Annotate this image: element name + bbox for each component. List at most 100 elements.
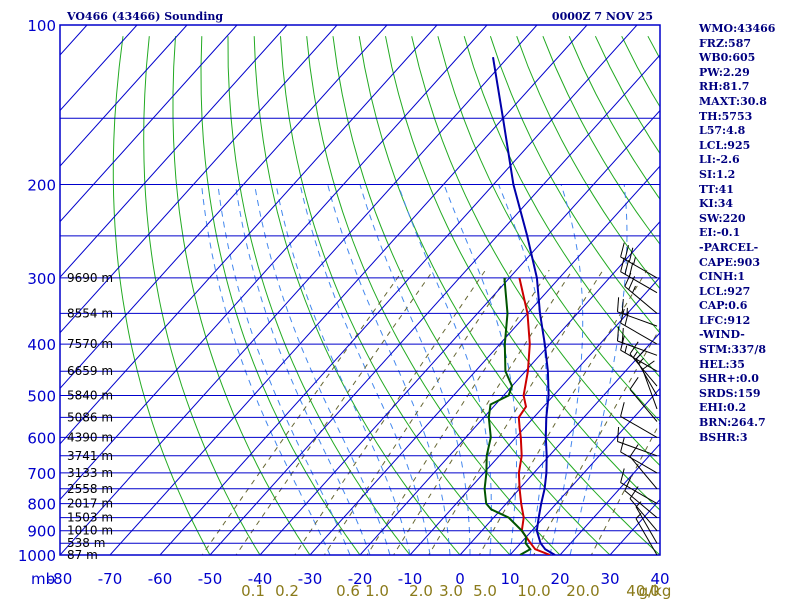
- index-item: BRN:264.7: [699, 416, 766, 430]
- moist-adiabats: [201, 184, 628, 555]
- pressure-unit-label: mb: [31, 570, 55, 588]
- wind-barb-flag: [617, 297, 620, 312]
- height-label: 4390 m: [67, 430, 113, 444]
- index-item: TT:41: [699, 182, 734, 196]
- index-item: LCL:927: [699, 284, 751, 298]
- index-item: STM:337/8: [699, 343, 766, 357]
- plot-background: [60, 25, 660, 555]
- wind-barb-half: [624, 345, 628, 353]
- pressure-axis: 100 200 300 400 500 600 700 800 900 1000 mb: [18, 17, 56, 588]
- index-item: SI:1.2: [699, 167, 736, 181]
- plot-area: [60, 25, 660, 555]
- temperature-tick-label: -80: [48, 570, 73, 588]
- index-item: LCL:925: [699, 138, 751, 152]
- wind-barb: [624, 286, 658, 314]
- moist-adiabat: [254, 184, 391, 555]
- index-item: HEL:35: [699, 357, 745, 371]
- wind-barb: [617, 441, 658, 457]
- index-item: FRZ:587: [699, 36, 752, 50]
- dry-adiabat: [358, 36, 660, 555]
- height-label: 7570 m: [67, 337, 113, 351]
- moist-adiabat: [327, 184, 451, 555]
- wind-barb-flag: [617, 326, 620, 342]
- mixing-ratio-label: g/kg: [639, 582, 672, 600]
- pressure-tick-label: 500: [27, 388, 56, 406]
- valid-time: 0000Z 7 NOV 25: [552, 10, 653, 23]
- pressure-tick-label: 600: [27, 429, 56, 447]
- temperature-tick-label: -70: [98, 570, 123, 588]
- wind-barb-flag: [620, 437, 625, 453]
- dry-adiabat: [227, 36, 411, 555]
- isotherm: [60, 25, 488, 501]
- index-item: CINH:1: [699, 270, 746, 284]
- isotherm: [60, 25, 388, 390]
- pressure-tick-label: 400: [27, 336, 56, 354]
- wind-barb: [620, 271, 658, 294]
- wind-barb: [635, 518, 658, 556]
- wind-barb-flag: [624, 259, 629, 275]
- wind-barb: [617, 311, 658, 327]
- isotherm: [60, 25, 238, 223]
- index-item: WB0:605: [699, 51, 756, 65]
- wind-barb: [620, 256, 658, 279]
- temperature-tick-label: -40: [248, 570, 273, 588]
- temperature-tick-label: 40: [650, 570, 669, 588]
- temperature-tick-label: -20: [348, 570, 373, 588]
- dry-adiabat: [172, 36, 311, 555]
- wind-barb-flag: [621, 298, 624, 314]
- mixing-ratio-label: 1.0: [365, 582, 389, 600]
- index-item: WMO:43466: [699, 22, 776, 35]
- isotherm: [60, 25, 188, 167]
- height-label: 6659 m: [67, 364, 113, 378]
- mixing-ratio-label: 5.0: [473, 582, 497, 600]
- height-label: 8554 m: [67, 306, 113, 320]
- wind-barb-half: [633, 257, 636, 265]
- wind-barb-flag: [624, 272, 632, 287]
- mixing-ratio-label: 2.0: [409, 582, 433, 600]
- mixing-ratio-line: [323, 269, 513, 555]
- height-labels: 9690 m 8554 m 7570 m 6659 m 5840 m 5086 m 4390…: [67, 271, 113, 562]
- index-item: CAP:0.6: [699, 299, 748, 313]
- wind-barb: [620, 322, 658, 345]
- isotherm: [209, 54, 660, 555]
- pressure-tick-label: 200: [27, 177, 56, 195]
- isotherm: [60, 25, 438, 445]
- mixing-ratio-label: 0.2: [275, 582, 299, 600]
- isotherm: [409, 276, 660, 555]
- index-item: TH:5753: [699, 109, 753, 123]
- index-item: -WIND-: [699, 328, 745, 342]
- wind-barb-half: [638, 357, 644, 364]
- wind-barb-flag: [642, 360, 655, 370]
- temperature-tick-label: -50: [198, 570, 223, 588]
- wind-barb-flag: [620, 242, 625, 258]
- wind-barb-flag: [620, 308, 625, 324]
- dry-adiabat: [280, 36, 511, 555]
- wind-barb-flag: [624, 477, 632, 491]
- height-label: 3741 m: [67, 449, 113, 463]
- wind-barb: [620, 349, 658, 372]
- wind-barb: [620, 415, 658, 438]
- wind-barb-flag: [629, 444, 639, 457]
- wind-barb: [642, 369, 658, 410]
- index-item: PW:2.29: [699, 65, 750, 79]
- mixing-ratio-line: [366, 269, 550, 555]
- plot-border: [59, 24, 661, 556]
- index-item: RH:81.7: [699, 80, 750, 94]
- mixing-ratio-label: 0.1: [241, 582, 265, 600]
- wind-barb-flag: [624, 245, 629, 260]
- temperature-tick-label: 0: [455, 570, 465, 588]
- wind-barb: [629, 353, 658, 387]
- dry-adiabat: [385, 36, 660, 511]
- index-item: -PARCEL-: [699, 240, 759, 254]
- height-label: 2017 m: [67, 497, 113, 511]
- isotherm: [309, 165, 660, 555]
- wind-barb: [629, 498, 658, 532]
- temperature-axis: -80 -70 -60 -50 -40 -30 -20 -10 0 10 20 30 40: [48, 570, 670, 588]
- index-item: LFC:912: [699, 313, 751, 327]
- wind-barb-half: [632, 285, 636, 294]
- index-item: LI:-2.6: [699, 153, 740, 167]
- indices-panel: WMO:43466 FRZ:587 WB0:605 PW:2.29 RH:81.7 MAX…: [699, 22, 775, 445]
- dewpoint-line: [483, 277, 532, 555]
- index-item: EI:-0.1: [699, 226, 741, 240]
- wind-barb-half: [635, 513, 642, 519]
